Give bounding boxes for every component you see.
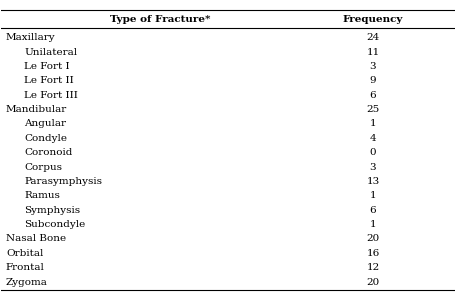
Text: 3: 3 (369, 62, 375, 71)
Text: Parasymphysis: Parasymphysis (24, 177, 102, 186)
Text: 3: 3 (369, 163, 375, 172)
Text: 12: 12 (366, 263, 379, 272)
Text: Orbital: Orbital (6, 249, 43, 258)
Text: Le Fort III: Le Fort III (24, 91, 78, 100)
Text: 9: 9 (369, 76, 375, 85)
Text: Coronoid: Coronoid (24, 148, 72, 157)
Text: Mandibular: Mandibular (6, 105, 67, 114)
Text: 11: 11 (366, 48, 379, 57)
Text: 13: 13 (366, 177, 379, 186)
Text: Subcondyle: Subcondyle (24, 220, 85, 229)
Text: 6: 6 (369, 206, 375, 215)
Text: 1: 1 (369, 191, 375, 200)
Text: Corpus: Corpus (24, 163, 62, 172)
Text: Zygoma: Zygoma (6, 278, 48, 287)
Text: 20: 20 (366, 234, 379, 244)
Text: 1: 1 (369, 119, 375, 129)
Text: Frontal: Frontal (6, 263, 45, 272)
Text: Condyle: Condyle (24, 134, 67, 143)
Text: Frequency: Frequency (342, 15, 402, 24)
Text: Le Fort II: Le Fort II (24, 76, 74, 85)
Text: 0: 0 (369, 148, 375, 157)
Text: Nasal Bone: Nasal Bone (6, 234, 66, 244)
Text: Maxillary: Maxillary (6, 33, 56, 42)
Text: 16: 16 (366, 249, 379, 258)
Text: 25: 25 (366, 105, 379, 114)
Text: 6: 6 (369, 91, 375, 100)
Text: Unilateral: Unilateral (24, 48, 77, 57)
Text: Le Fort I: Le Fort I (24, 62, 70, 71)
Text: 4: 4 (369, 134, 375, 143)
Text: 24: 24 (366, 33, 379, 42)
Text: Type of Fracture*: Type of Fracture* (110, 15, 210, 24)
Text: Angular: Angular (24, 119, 66, 129)
Text: 1: 1 (369, 220, 375, 229)
Text: Symphysis: Symphysis (24, 206, 80, 215)
Text: Ramus: Ramus (24, 191, 60, 200)
Text: 20: 20 (366, 278, 379, 287)
